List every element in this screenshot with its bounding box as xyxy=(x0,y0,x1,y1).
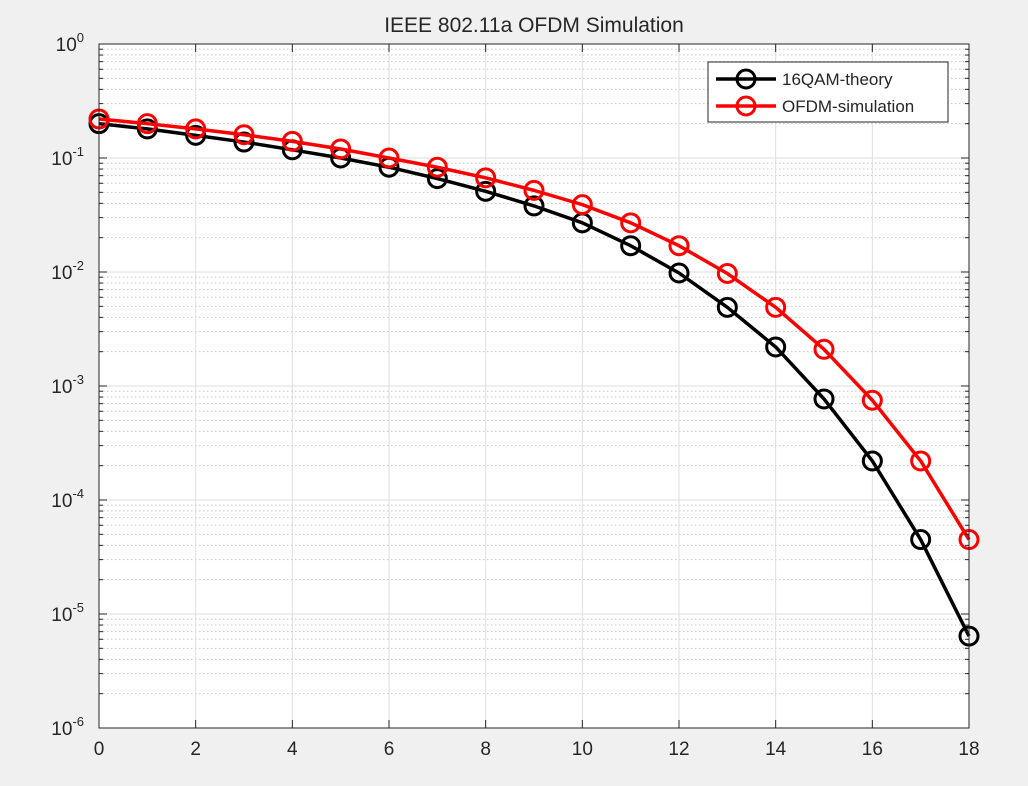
y-tick-exponent: -6 xyxy=(72,714,84,729)
data-point-marker xyxy=(861,450,883,472)
y-tick-base: 10 xyxy=(51,149,72,170)
chart-title: IEEE 802.11a OFDM Simulation xyxy=(384,14,684,37)
y-tick-label: 10-1 xyxy=(51,144,84,170)
legend-label: 16QAM-theory xyxy=(782,70,893,89)
data-point-marker xyxy=(523,179,545,201)
y-tick-base: 10 xyxy=(56,35,77,56)
legend-label: OFDM-simulation xyxy=(782,97,914,116)
legend-box xyxy=(707,61,949,123)
x-tick-label: 14 xyxy=(765,739,787,760)
y-tick-base: 10 xyxy=(51,377,72,398)
legend-swatch-marker xyxy=(735,95,757,117)
data-point-marker xyxy=(281,130,303,152)
y-tick-label: 100 xyxy=(56,30,84,56)
x-tick-label: 4 xyxy=(287,739,298,760)
data-point-marker xyxy=(523,195,545,217)
x-tick-label: 16 xyxy=(862,739,883,760)
y-tick-exponent: -5 xyxy=(72,600,84,615)
legend: 16QAM-theory OFDM-simulation xyxy=(707,61,949,123)
y-tick-base: 10 xyxy=(51,605,72,626)
y-tick-label: 10-4 xyxy=(51,486,84,512)
grid-lines xyxy=(98,43,970,729)
data-point-marker xyxy=(378,147,400,169)
y-tick-exponent: -4 xyxy=(72,486,84,501)
data-point-marker xyxy=(716,263,738,285)
x-tick-label: 10 xyxy=(572,739,593,760)
x-tick-label: 6 xyxy=(384,739,395,760)
data-point-marker xyxy=(426,156,448,178)
data-point-marker xyxy=(668,262,690,284)
data-point-marker xyxy=(813,388,835,410)
y-tick-base: 10 xyxy=(51,491,72,512)
series-line-1 xyxy=(98,117,971,541)
y-tick-exponent: -1 xyxy=(72,144,84,159)
data-point-marker xyxy=(233,124,255,146)
y-tick-base: 10 xyxy=(51,719,72,740)
data-point-marker xyxy=(765,296,787,318)
series-line-0 xyxy=(98,121,971,637)
y-tick-exponent: -3 xyxy=(72,372,84,387)
x-tick-label: 18 xyxy=(958,739,979,760)
data-point-marker xyxy=(185,118,207,140)
data-point-marker xyxy=(765,336,787,358)
data-point-marker xyxy=(910,529,932,551)
x-tick-label: 12 xyxy=(668,739,689,760)
data-point-marker xyxy=(910,450,932,472)
data-point-marker xyxy=(716,296,738,318)
data-point-marker xyxy=(475,180,497,202)
y-tick-exponent: 0 xyxy=(77,30,84,45)
x-tick-label: 2 xyxy=(190,739,201,760)
y-tick-base: 10 xyxy=(51,263,72,284)
data-point-marker xyxy=(571,194,593,216)
series-layer xyxy=(88,108,980,647)
data-point-marker xyxy=(813,338,835,360)
data-point-marker xyxy=(426,168,448,190)
y-tick-label: 10-6 xyxy=(51,714,84,740)
data-point-marker xyxy=(668,235,690,257)
data-point-marker xyxy=(475,167,497,189)
data-point-marker xyxy=(185,124,207,146)
data-point-marker xyxy=(620,212,642,234)
data-point-marker xyxy=(861,389,883,411)
y-tick-exponent: -2 xyxy=(72,258,84,273)
x-tick-label: 0 xyxy=(94,739,105,760)
legend-swatch-marker xyxy=(735,68,757,90)
x-tick-label: 8 xyxy=(480,739,491,760)
y-tick-label: 10-3 xyxy=(51,372,84,398)
data-point-marker xyxy=(620,235,642,257)
data-point-marker xyxy=(330,138,352,160)
y-tick-label: 10-5 xyxy=(51,600,84,626)
y-tick-label: 10-2 xyxy=(51,258,84,284)
data-point-marker xyxy=(136,113,158,135)
